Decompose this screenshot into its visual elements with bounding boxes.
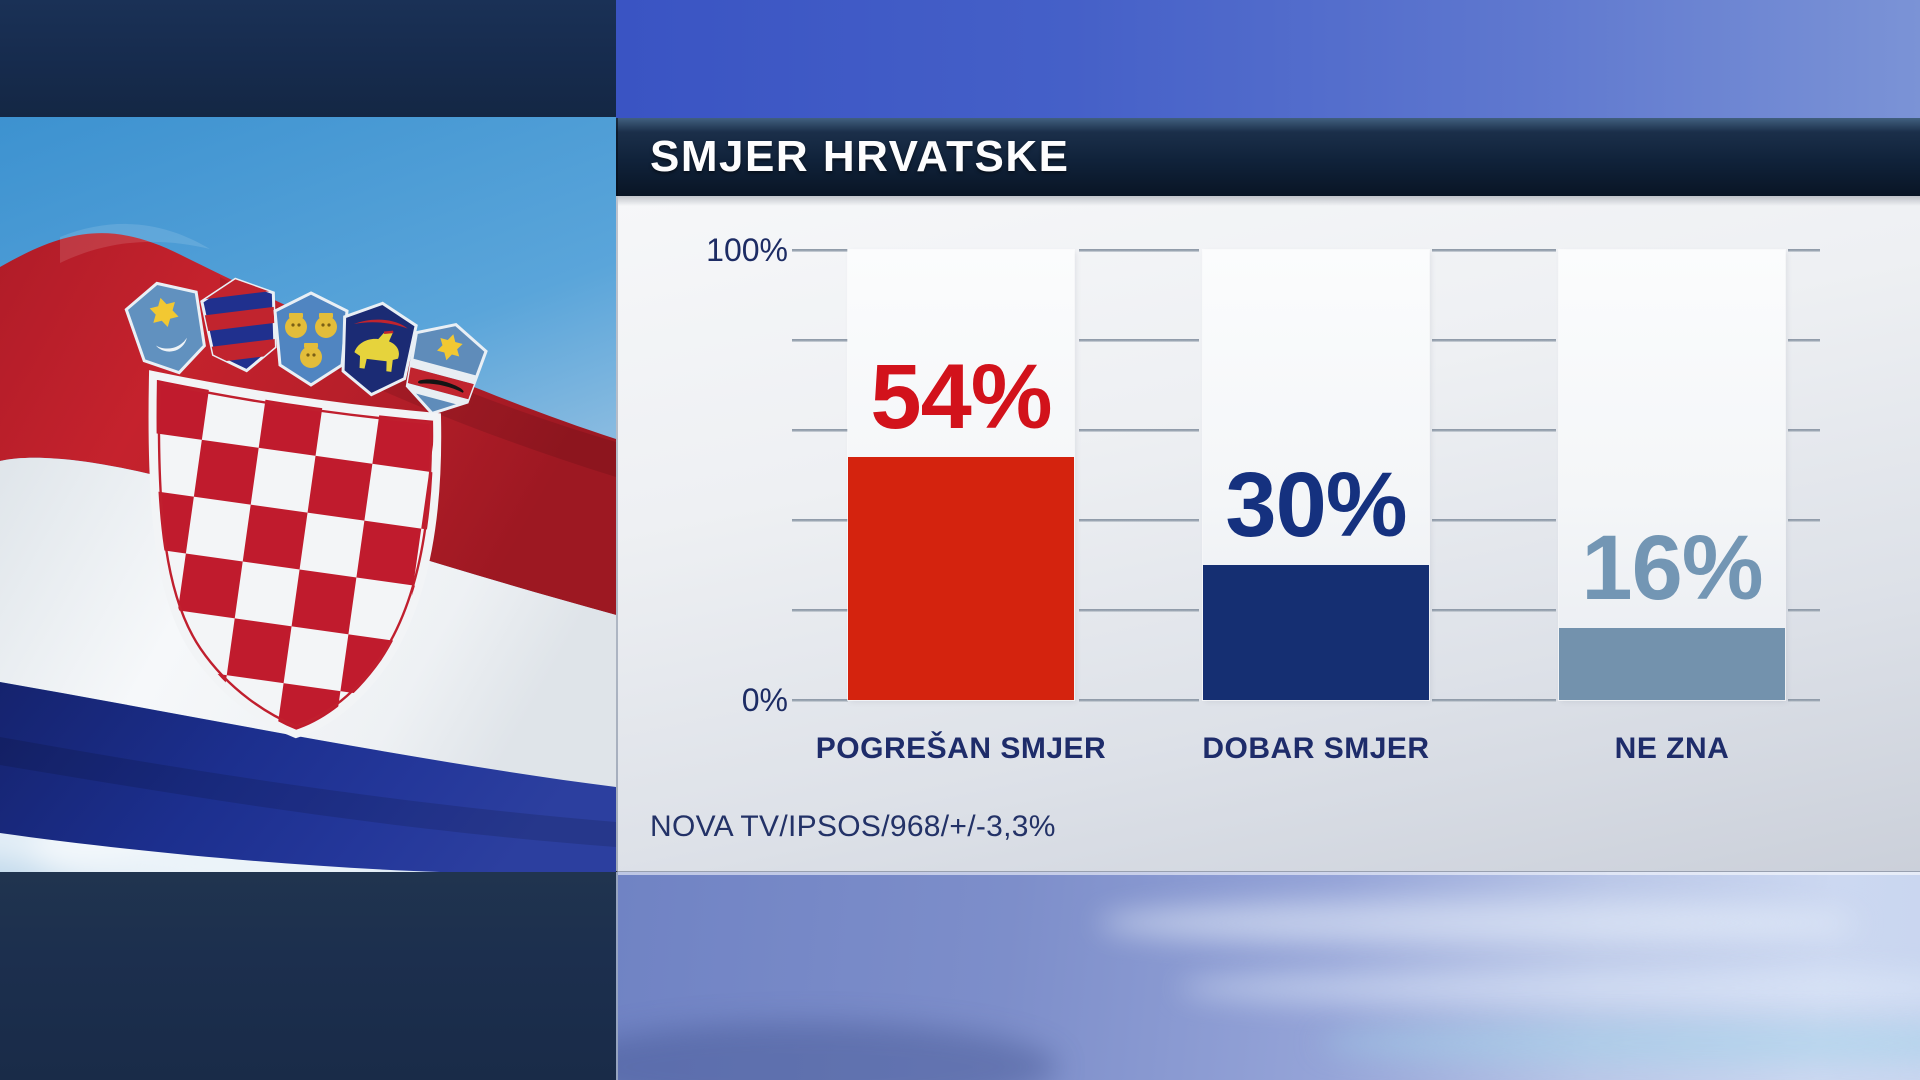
gridline-60	[1079, 429, 1199, 432]
reflection-streak	[1098, 900, 1858, 946]
category-label-dobar-smjer: DOBAR SMJER	[1202, 732, 1430, 765]
bar-pogre-an-smjer	[848, 457, 1074, 700]
category-label-ne-zna: NE ZNA	[1614, 732, 1730, 765]
gridline-80	[1432, 339, 1556, 342]
croatian-flag-photo	[0, 117, 616, 872]
bar-dobar-smjer	[1203, 565, 1429, 700]
bar-ne-zna	[1559, 628, 1785, 700]
gridline-20	[1079, 609, 1199, 612]
gridline-0	[792, 699, 848, 702]
gridline-100	[792, 249, 848, 252]
value-label-pogre-an-smjer: 54%	[870, 346, 1052, 448]
bottom-left-navy-block	[0, 872, 616, 1080]
gridline-60	[1788, 429, 1820, 432]
gridline-60	[1432, 429, 1556, 432]
band-highlight-line	[618, 872, 1920, 875]
source-note: NOVA TV/IPSOS/968/+/-3,3%	[650, 810, 1056, 843]
gridline-100	[1788, 249, 1820, 252]
gridline-20	[1788, 609, 1820, 612]
gridline-80	[1788, 339, 1820, 342]
category-label-pogre-an-smjer: POGREŠAN SMJER	[815, 732, 1107, 765]
flag-crest-shield	[148, 370, 442, 739]
top-left-navy-block	[0, 0, 616, 117]
page-title: SMJER HRVATSKE	[650, 132, 1070, 181]
gridline-80	[1079, 339, 1199, 342]
gridline-40	[1788, 519, 1820, 522]
gridline-20	[1432, 609, 1556, 612]
reflection-streak	[1318, 1022, 1920, 1064]
value-label-dobar-smjer: 30%	[1225, 454, 1407, 556]
gridline-20	[792, 609, 848, 612]
gridline-60	[792, 429, 848, 432]
gridline-0	[1079, 699, 1199, 702]
value-label-ne-zna: 16%	[1581, 517, 1763, 619]
top-blue-strip	[616, 0, 1920, 118]
bar-column-ne-zna	[1559, 250, 1785, 700]
gridline-40	[1079, 519, 1199, 522]
gridline-80	[792, 339, 848, 342]
gridline-100	[1432, 249, 1556, 252]
croatian-flag-image	[0, 117, 616, 872]
gridline-40	[792, 519, 848, 522]
gridline-0	[1432, 699, 1556, 702]
bottom-reflection-band	[616, 872, 1920, 1080]
chart-panel: 100% 0% 54% POGREŠAN SMJER 30% DOBAR SMJER 1…	[616, 196, 1920, 872]
y-axis-max-label: 100%	[706, 232, 788, 268]
y-axis-min-label: 0%	[741, 682, 788, 718]
gridline-100	[1079, 249, 1199, 252]
chart-header: SMJER HRVATSKE	[616, 118, 1920, 196]
gridline-0	[1788, 699, 1820, 702]
flag-crest-crown	[124, 274, 488, 416]
reflection-streak	[1178, 968, 1920, 1008]
reflection-shadow	[618, 1022, 1058, 1080]
gridline-40	[1432, 519, 1556, 522]
